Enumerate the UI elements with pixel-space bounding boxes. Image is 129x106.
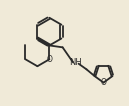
- Text: O: O: [46, 55, 52, 64]
- Text: O: O: [101, 78, 106, 87]
- Text: NH: NH: [69, 58, 82, 67]
